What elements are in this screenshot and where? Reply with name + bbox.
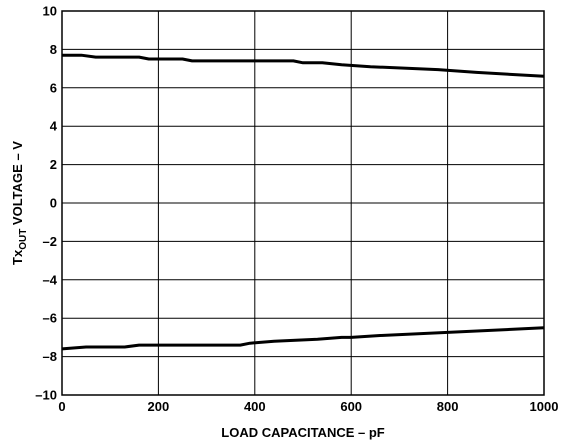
plot-frame xyxy=(61,10,545,396)
y-tick-label: 8 xyxy=(50,42,57,57)
y-axis-label-subscript: OUT xyxy=(18,229,29,250)
y-tick-labels: 10 8 6 4 2 0 –2 –4 –6 –8 –10 xyxy=(35,4,57,403)
x-axis-label: LOAD CAPACITANCE – pF xyxy=(221,425,385,440)
x-tick-label: 1000 xyxy=(530,399,559,414)
y-tick-label: 0 xyxy=(50,196,57,211)
series-line-positive xyxy=(62,53,545,78)
y-tick-label: –2 xyxy=(43,234,57,249)
y-tick-label: –10 xyxy=(35,388,57,403)
y-tick-label: 2 xyxy=(50,157,57,172)
x-tick-label: 800 xyxy=(437,399,459,414)
x-tick-label: 0 xyxy=(58,399,65,414)
series-line-negative xyxy=(61,326,545,351)
y-axis-label: TxOUT VOLTAGE – V xyxy=(10,141,29,265)
grid xyxy=(62,11,544,395)
y-tick-label: –4 xyxy=(43,272,58,287)
y-tick-label: 10 xyxy=(43,4,57,19)
y-tick-label: 4 xyxy=(50,119,58,134)
x-tick-labels: 0 200 400 600 800 1000 xyxy=(58,399,558,414)
y-tick-label: –6 xyxy=(43,311,57,326)
y-axis-label-main: Tx xyxy=(10,249,25,265)
x-tick-label: 400 xyxy=(244,399,266,414)
y-tick-label: 6 xyxy=(50,80,57,95)
x-tick-label: 200 xyxy=(148,399,170,414)
series-group xyxy=(61,53,545,351)
y-tick-label: –8 xyxy=(43,349,57,364)
x-tick-label: 600 xyxy=(340,399,362,414)
y-axis-label-rest: VOLTAGE – V xyxy=(10,141,25,229)
